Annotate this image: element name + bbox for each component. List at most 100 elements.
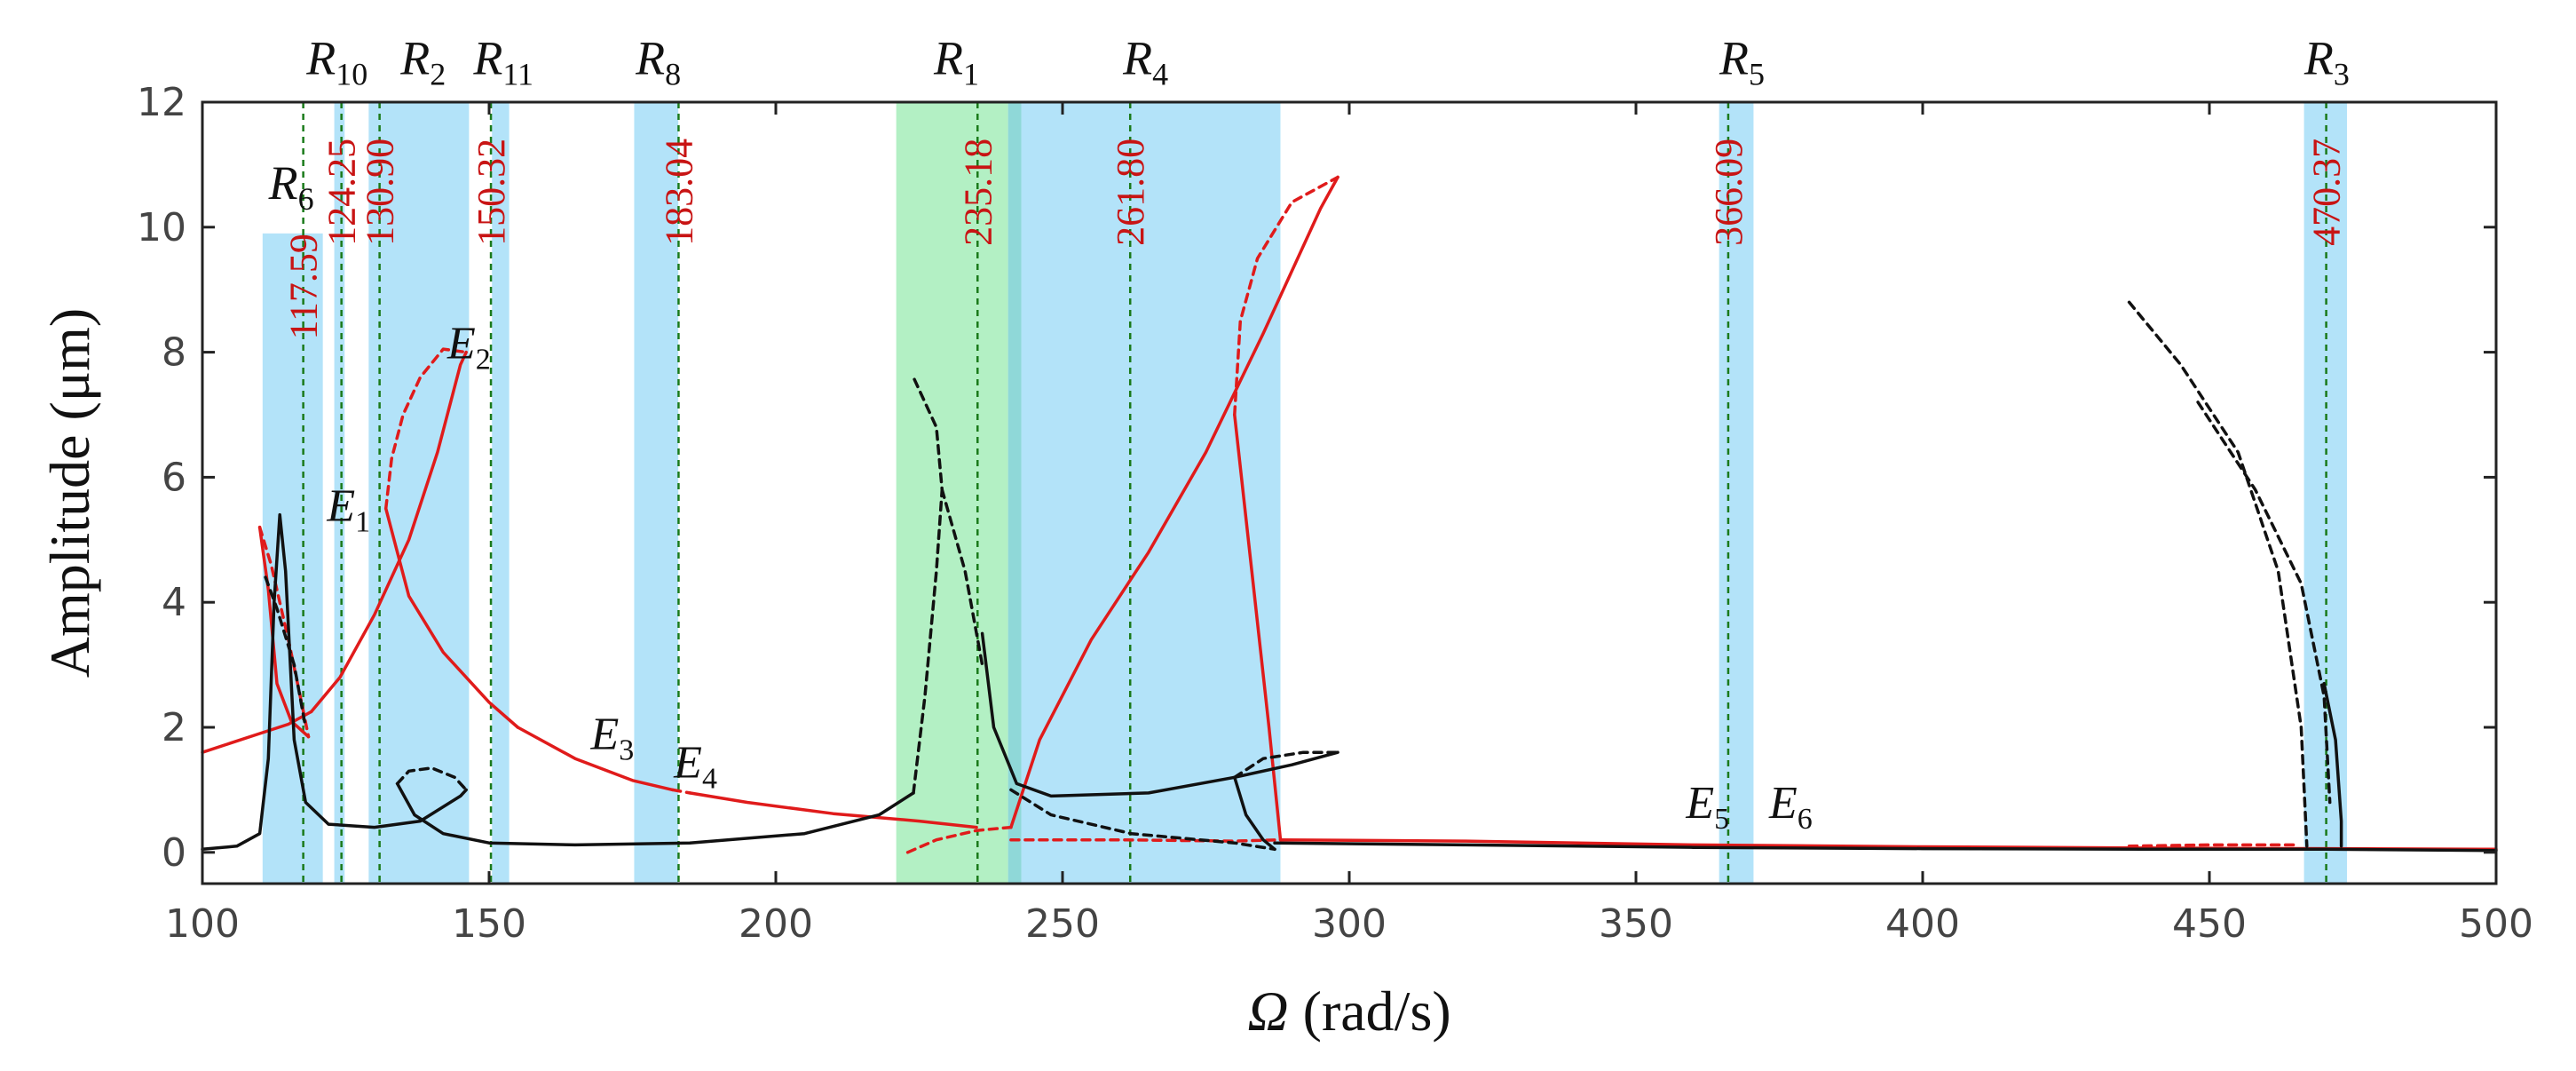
point-label-E2-main: E <box>446 319 476 369</box>
band-3 <box>492 102 510 884</box>
x-tick-label: 500 <box>2459 901 2533 947</box>
series-black-stable-6 <box>2322 681 2343 848</box>
point-label-E4-main: E <box>673 737 702 788</box>
series-black-unstable-8 <box>2196 401 2332 805</box>
x-axis-symbol: Ω <box>1247 980 1288 1043</box>
x-tick-label: 200 <box>739 901 813 947</box>
region-label-R8-subscript: 8 <box>665 56 681 91</box>
series-black-unstable-1 <box>264 575 308 729</box>
series-red-unstable-7 <box>1009 837 1283 843</box>
point-label-E3: E3 <box>590 710 635 767</box>
x-tick-label: 150 <box>452 901 526 947</box>
band-0 <box>262 233 323 885</box>
y-tick-label: 4 <box>162 580 186 625</box>
y-axis-title: Amplitude (μm) <box>38 308 101 678</box>
region-label-R10: R10 <box>305 31 367 91</box>
series-red-stable-1 <box>201 710 313 754</box>
region-label-R10-subscript: 10 <box>336 56 367 91</box>
band-5 <box>896 102 1008 884</box>
point-label-E3-main: E <box>590 710 620 760</box>
region-label-R11: R11 <box>472 31 533 91</box>
point-label-E5-main: E <box>1685 778 1714 829</box>
point-label-E5-subscript: 5 <box>1714 803 1729 836</box>
point-label-E6-main: E <box>1768 778 1798 829</box>
region-label-R11-main: R <box>472 31 502 84</box>
region-label-R4-subscript: 4 <box>1152 56 1168 91</box>
plot-frame <box>201 100 2498 885</box>
region-label-R10-main: R <box>305 31 336 84</box>
response-curves <box>201 175 2498 854</box>
series-red-stable-3 <box>309 350 468 714</box>
point-label-E4-subscript: 4 <box>702 762 717 795</box>
series-black-unstable-6 <box>1009 788 1276 852</box>
x-tick-label: 300 <box>1312 901 1387 947</box>
series-red-unstable-3 <box>670 788 691 795</box>
point-label-E2: E2 <box>446 319 491 377</box>
x-tick-label: 450 <box>2172 901 2247 947</box>
frequency-label-0: 117.59 <box>282 234 326 339</box>
x-tick-label: 400 <box>1885 901 1960 947</box>
resonance-bands <box>262 102 2348 885</box>
series-black-unstable-5 <box>1233 750 1339 780</box>
frequency-label-5: 235.18 <box>956 139 1000 246</box>
region-label-R2-main: R <box>399 31 430 84</box>
series-red-unstable-5 <box>1233 175 1339 416</box>
point-label-E6-subscript: 6 <box>1798 803 1813 836</box>
series-black-stable-2 <box>395 781 915 847</box>
x-axis-unit: (rad/s) <box>1289 980 1451 1043</box>
point-label-E2-subscript: 2 <box>476 344 491 377</box>
frequency-label-4: 183.04 <box>657 139 700 246</box>
frequency-lines <box>302 102 2327 884</box>
band-6 <box>1007 102 1022 884</box>
point-label-E1-main: E <box>326 481 355 532</box>
series-red-stable-5 <box>516 726 675 792</box>
frequency-label-8: 470.37 <box>2305 139 2349 246</box>
x-tick-label: 100 <box>165 901 240 947</box>
band-7 <box>1021 102 1281 884</box>
band-2 <box>368 102 470 884</box>
region-label-R5-subscript: 5 <box>1749 56 1765 91</box>
series-red-stable-8 <box>1233 413 1283 842</box>
region-label-R6: R6 <box>268 156 314 217</box>
series-black-stable-3 <box>980 631 1339 798</box>
series-red-stable-4 <box>383 506 520 729</box>
region-label-R1-main: R <box>933 31 963 84</box>
band-4 <box>634 102 679 884</box>
x-axis-title: Ω (rad/s) <box>1247 980 1450 1043</box>
frequency-label-3: 150.32 <box>470 139 513 246</box>
region-label-R4-main: R <box>1122 31 1152 84</box>
y-tick-label: 0 <box>162 830 186 876</box>
point-label-E6: E6 <box>1768 778 1813 836</box>
region-label-R2: R2 <box>399 31 446 91</box>
region-label-R5: R5 <box>1719 31 1765 91</box>
point-label-E1: E1 <box>326 481 370 539</box>
region-label-R5-main: R <box>1719 31 1749 84</box>
region-label-R4: R4 <box>1122 31 1168 91</box>
band-1 <box>334 102 345 884</box>
series-black-stable-4 <box>1233 775 1276 852</box>
region-label-R3-main: R <box>2303 31 2334 84</box>
point-label-E3-subscript: 3 <box>619 734 634 767</box>
region-label-R2-subscript: 2 <box>430 56 446 91</box>
region-label-R6-subscript: 6 <box>298 181 314 217</box>
region-label-R1: R1 <box>933 31 979 91</box>
series-red-stable-2 <box>257 525 311 739</box>
series-black-stable-5 <box>1273 841 2498 853</box>
x-tick-label: 350 <box>1599 901 1673 947</box>
y-tick-label: 12 <box>137 80 186 125</box>
y-tick-label: 6 <box>162 455 186 500</box>
series-red-unstable-2 <box>383 347 468 511</box>
frequency-label-1: 124.25 <box>320 139 364 246</box>
band-8 <box>1719 102 1754 884</box>
y-tick-label: 8 <box>162 330 186 376</box>
region-label-R3-subscript: 3 <box>2334 56 2350 91</box>
frequency-label-7: 366.09 <box>1707 139 1750 246</box>
region-label-R8: R8 <box>635 31 681 91</box>
series-black-stable-1 <box>201 512 468 852</box>
point-label-E1-subscript: 1 <box>355 506 370 539</box>
series-red-stable-7 <box>1009 175 1339 829</box>
series-red-stable-6 <box>688 791 978 829</box>
